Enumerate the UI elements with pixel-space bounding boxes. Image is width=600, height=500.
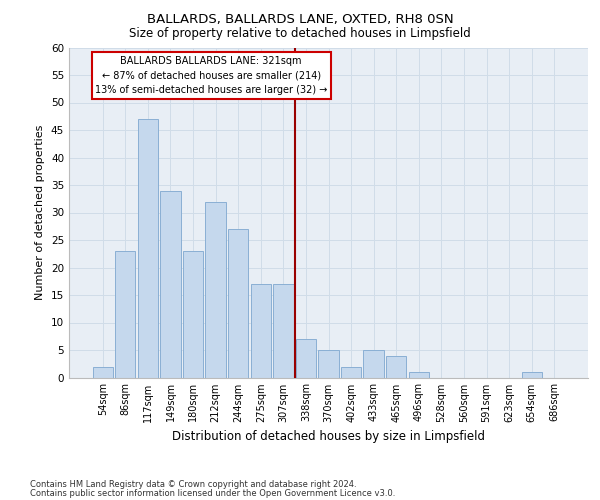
- Bar: [296, 339, 316, 378]
- Bar: [521, 372, 542, 378]
- Bar: [341, 366, 361, 378]
- Bar: [251, 284, 271, 378]
- Bar: [160, 190, 181, 378]
- Bar: [183, 251, 203, 378]
- Text: Contains HM Land Registry data © Crown copyright and database right 2024.: Contains HM Land Registry data © Crown c…: [30, 480, 356, 489]
- Bar: [115, 251, 136, 378]
- Bar: [138, 119, 158, 378]
- Text: BALLARDS BALLARDS LANE: 321sqm
← 87% of detached houses are smaller (214)
13% of: BALLARDS BALLARDS LANE: 321sqm ← 87% of …: [95, 56, 327, 96]
- Bar: [92, 366, 113, 378]
- Bar: [409, 372, 429, 378]
- Text: Size of property relative to detached houses in Limpsfield: Size of property relative to detached ho…: [129, 28, 471, 40]
- Bar: [319, 350, 338, 378]
- Bar: [364, 350, 384, 378]
- Bar: [273, 284, 293, 378]
- Bar: [386, 356, 406, 378]
- Text: BALLARDS, BALLARDS LANE, OXTED, RH8 0SN: BALLARDS, BALLARDS LANE, OXTED, RH8 0SN: [146, 12, 454, 26]
- Text: Contains public sector information licensed under the Open Government Licence v3: Contains public sector information licen…: [30, 489, 395, 498]
- Bar: [228, 229, 248, 378]
- X-axis label: Distribution of detached houses by size in Limpsfield: Distribution of detached houses by size …: [172, 430, 485, 443]
- Bar: [205, 202, 226, 378]
- Y-axis label: Number of detached properties: Number of detached properties: [35, 125, 46, 300]
